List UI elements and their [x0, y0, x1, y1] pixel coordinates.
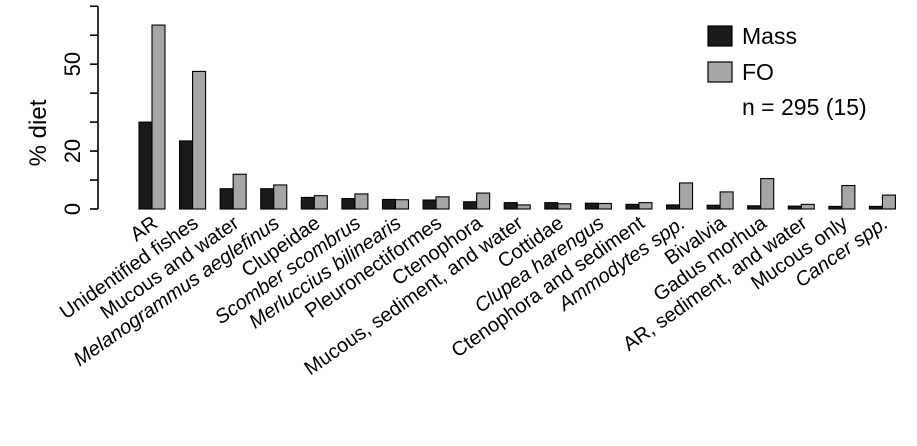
bar-fo — [557, 203, 572, 210]
y-tick-label: 0 — [60, 203, 85, 215]
bar-mass — [544, 202, 559, 210]
bar-fo — [841, 184, 856, 210]
bar-mass — [706, 204, 721, 210]
bar-fo — [435, 196, 450, 210]
bar-fo — [881, 194, 896, 210]
bar-mass — [219, 188, 234, 210]
bar-fo — [313, 195, 328, 210]
legend-label-fo: FO — [742, 59, 774, 85]
legend: Mass FO n = 295 (15) — [707, 23, 867, 120]
bar-mass — [503, 202, 518, 210]
y-axis-title: % diet — [25, 99, 52, 166]
bar-mass — [463, 201, 478, 210]
bar-fo — [232, 173, 247, 210]
bar-fo — [354, 193, 369, 210]
bars — [138, 24, 896, 210]
bar-fo — [719, 191, 734, 210]
sample-size-annotation: n = 295 (15) — [742, 94, 867, 120]
bar-fo — [638, 202, 653, 210]
bar-mass — [138, 121, 153, 210]
y-tick-label: 50 — [60, 52, 85, 76]
bar-mass — [179, 140, 194, 210]
bar-mass — [747, 205, 762, 210]
bar-mass — [341, 198, 356, 210]
bar-mass — [422, 199, 437, 210]
legend-swatch-fo — [707, 61, 733, 83]
bar-mass — [828, 205, 843, 210]
bar-fo — [394, 199, 410, 210]
bar-fo — [476, 192, 491, 210]
bar-fo — [760, 178, 775, 210]
bar-mass — [625, 203, 640, 210]
legend-label-mass: Mass — [742, 23, 797, 49]
bar-fo — [273, 184, 288, 210]
bar-mass — [787, 205, 802, 210]
y-axis: 0 20 50 — [60, 5, 99, 215]
bar-fo — [192, 70, 207, 210]
bar-mass — [300, 196, 315, 210]
y-tick-label: 20 — [60, 139, 85, 163]
bar-mass — [584, 202, 599, 210]
bar-mass — [260, 188, 275, 210]
bar-mass — [868, 205, 883, 210]
bar-fo — [800, 203, 815, 210]
bar-mass — [381, 198, 397, 210]
bar-mass — [665, 204, 681, 210]
bar-fo — [151, 24, 166, 210]
bar-fo — [597, 202, 612, 210]
bar-fo — [678, 182, 694, 210]
legend-swatch-mass — [707, 25, 733, 47]
bar-fo — [516, 204, 531, 210]
